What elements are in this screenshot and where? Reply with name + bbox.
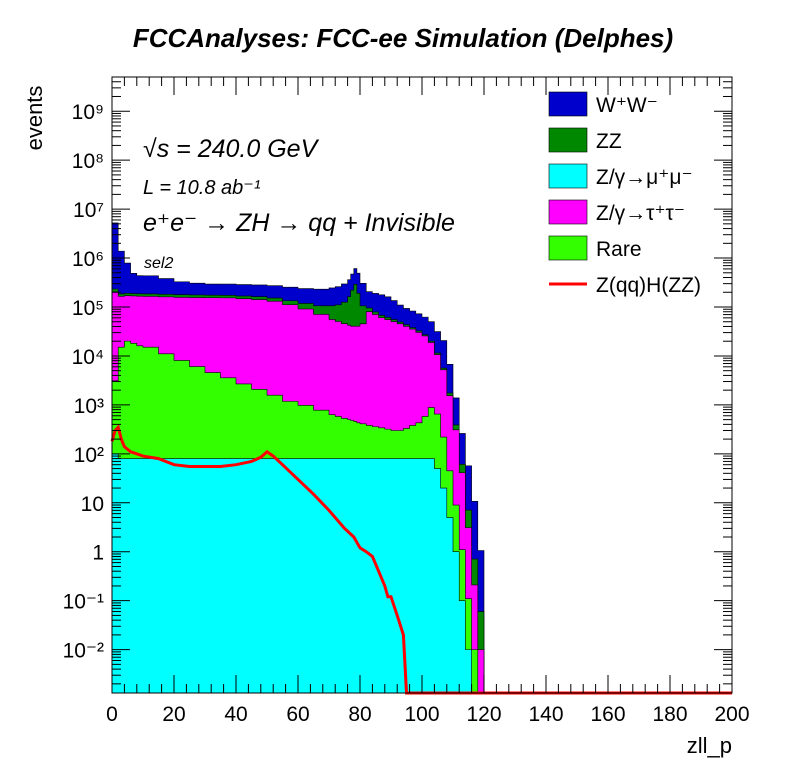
x-tick-label: 120 — [466, 703, 501, 726]
legend-swatch-0 — [548, 163, 588, 189]
legend-label-2: Z/γ→τ⁺τ⁻ — [596, 202, 685, 225]
legend-label-3: ZZ — [596, 130, 622, 153]
legend-swatch-3 — [548, 127, 588, 153]
chart-title: FCCAnalyses: FCC-ee Simulation (Delphes) — [133, 23, 673, 53]
x-tick-label: 0 — [106, 703, 118, 726]
x-tick-label: 200 — [714, 703, 749, 726]
y-tick-label: 10³ — [74, 395, 104, 418]
stack-layer — [111, 222, 491, 694]
x-tick-label: 20 — [162, 703, 185, 726]
legend-swatch-2 — [548, 199, 588, 225]
legend: W⁺W⁻ ZZ Z/γ→μ⁺μ⁻ Z/γ→τ⁺τ⁻ Rare Z(qq)H(ZZ) — [548, 91, 701, 297]
y-axis-label: events — [22, 86, 47, 151]
legend-swatch-1 — [548, 235, 588, 261]
annotation-lumi: L = 10.8 ab⁻¹ — [143, 177, 261, 199]
y-tick-label: 10⁻² — [63, 640, 104, 663]
annotation-process: e⁺e⁻ → ZH → qq + Invisible — [143, 209, 455, 237]
x-tick-label: 40 — [224, 703, 247, 726]
y-tick-label: 10⁶ — [72, 248, 104, 271]
x-tick-label: 80 — [348, 703, 371, 726]
series-area-0 — [111, 453, 491, 694]
legend-label-1: Rare — [596, 238, 642, 261]
y-tick-label: 10⁷ — [73, 199, 104, 222]
y-tick-label: 10⁸ — [72, 150, 104, 173]
x-tick-label: 60 — [286, 703, 309, 726]
signal-layer — [110, 424, 732, 695]
legend-label-4: W⁺W⁻ — [596, 94, 658, 117]
y-tick-label: 10⁹ — [72, 101, 104, 124]
x-tick-label: 180 — [652, 703, 687, 726]
annotation-sqrt-s: √s = 240.0 GeV — [143, 135, 320, 163]
axes-layer: 0 20 40 60 80 100 120 140 160 180 200 10⁻² 10⁻¹ 1 10 10… — [63, 76, 750, 726]
signal-line — [110, 424, 732, 695]
x-axis-label: zll_p — [687, 733, 732, 758]
y-tick-label: 10⁻¹ — [63, 591, 104, 614]
x-tick-label: 160 — [590, 703, 625, 726]
legend-swatch-4 — [548, 91, 588, 117]
x-tick-label: 140 — [528, 703, 563, 726]
annotation-selection: sel2 — [144, 255, 173, 272]
x-tick-label: 100 — [404, 703, 439, 726]
legend-label-0: Z/γ→μ⁺μ⁻ — [596, 166, 693, 189]
legend-label-signal: Z(qq)H(ZZ) — [596, 274, 701, 297]
y-tick-label: 1 — [92, 542, 104, 565]
y-tick-label: 10⁵ — [72, 297, 104, 320]
y-tick-label: 10 — [81, 493, 104, 516]
y-tick-label: 10⁴ — [72, 346, 104, 369]
y-tick-label: 10² — [74, 444, 104, 467]
